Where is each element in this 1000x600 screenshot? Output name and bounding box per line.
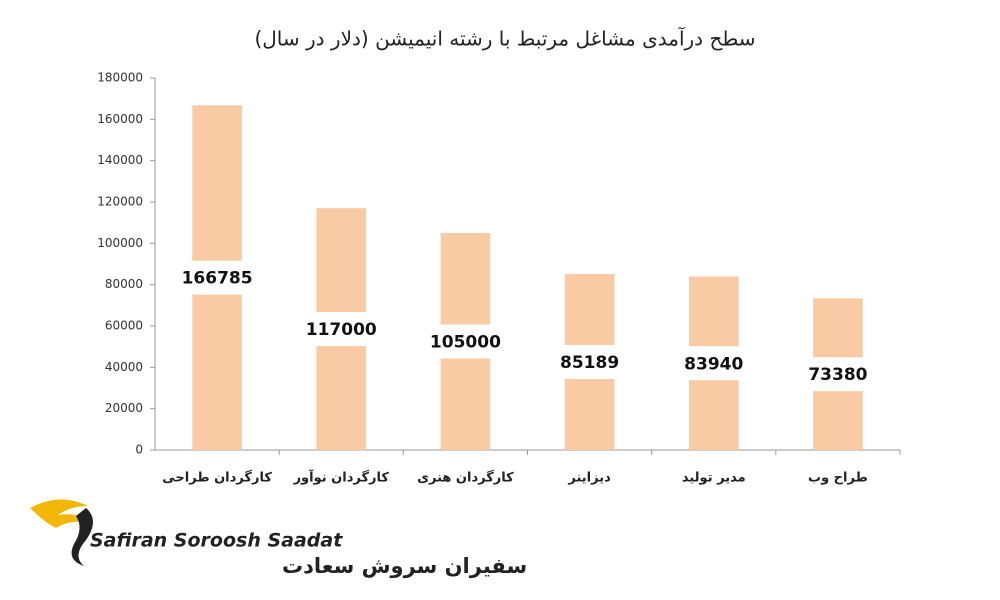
data-label: 73380	[808, 365, 867, 385]
data-label-bg	[671, 346, 756, 381]
y-tick-label: 0	[135, 443, 143, 457]
y-tick-label: 60000	[105, 319, 143, 333]
logo-name-en: Safiran Soroosh Saadat	[90, 530, 343, 552]
data-label: 117000	[306, 320, 377, 340]
logo-wing	[30, 499, 88, 528]
x-tick-label: کارگردان هنری	[417, 470, 514, 486]
data-label: 85189	[560, 353, 619, 373]
data-label-bg	[423, 324, 508, 359]
x-tick-label: دیزاینر	[567, 471, 611, 486]
x-tick-label: طراح وب	[808, 471, 868, 486]
logo-swirl	[71, 508, 93, 566]
data-label: 83940	[684, 354, 743, 374]
logo-name-fa: سفیران سروش سعادت	[282, 554, 527, 578]
y-tick-label: 40000	[105, 360, 143, 374]
y-tick-label: 120000	[97, 195, 143, 209]
logo: Safiran Soroosh Saadat سفیران سروش سعادت	[30, 499, 527, 578]
chart-title: سطح درآمدی مشاغل مرتبط با رشته انیمیشن (…	[254, 26, 755, 51]
data-label-bg	[795, 357, 880, 392]
data-label-bg	[299, 312, 384, 347]
y-tick-label: 100000	[97, 236, 143, 250]
data-label-bg	[175, 260, 260, 295]
x-tick-label: مدیر تولید	[682, 471, 746, 486]
y-tick-label: 160000	[97, 112, 143, 126]
x-tick-label: کارگردان نوآور	[293, 469, 390, 486]
y-tick-label: 20000	[105, 401, 143, 415]
y-tick-label: 80000	[105, 277, 143, 291]
x-tick-label: کارگردان طراحی	[162, 470, 272, 486]
data-label-bg	[547, 344, 632, 379]
data-label: 105000	[430, 333, 501, 353]
data-label: 166785	[182, 269, 253, 289]
y-tick-label: 140000	[97, 153, 143, 167]
y-tick-label: 180000	[97, 71, 143, 85]
